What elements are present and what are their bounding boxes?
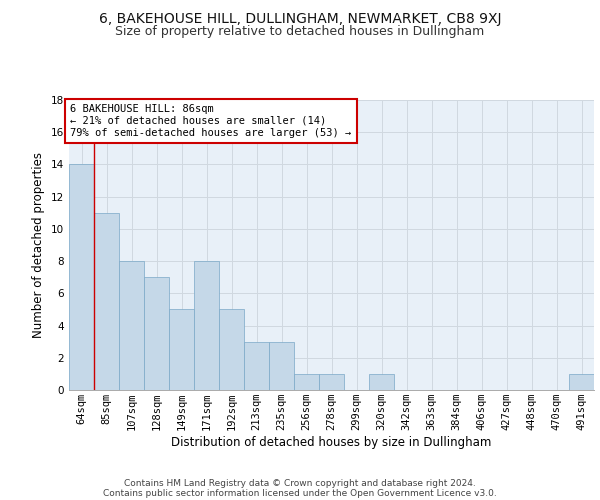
Text: 6, BAKEHOUSE HILL, DULLINGHAM, NEWMARKET, CB8 9XJ: 6, BAKEHOUSE HILL, DULLINGHAM, NEWMARKET…	[99, 12, 501, 26]
Bar	[169, 310, 194, 390]
Text: Size of property relative to detached houses in Dullingham: Size of property relative to detached ho…	[115, 25, 485, 38]
Bar	[194, 261, 219, 390]
X-axis label: Distribution of detached houses by size in Dullingham: Distribution of detached houses by size …	[172, 436, 491, 449]
Text: Contains HM Land Registry data © Crown copyright and database right 2024.: Contains HM Land Registry data © Crown c…	[124, 478, 476, 488]
Text: 6 BAKEHOUSE HILL: 86sqm
← 21% of detached houses are smaller (14)
79% of semi-de: 6 BAKEHOUSE HILL: 86sqm ← 21% of detache…	[70, 104, 352, 138]
Bar	[319, 374, 344, 390]
Bar	[94, 213, 119, 390]
Text: Contains public sector information licensed under the Open Government Licence v3: Contains public sector information licen…	[103, 488, 497, 498]
Bar	[569, 374, 594, 390]
Bar	[69, 164, 94, 390]
Bar	[119, 261, 144, 390]
Bar	[244, 342, 269, 390]
Bar	[144, 277, 169, 390]
Bar	[369, 374, 394, 390]
Bar	[219, 310, 244, 390]
Bar	[269, 342, 294, 390]
Bar	[294, 374, 319, 390]
Y-axis label: Number of detached properties: Number of detached properties	[32, 152, 46, 338]
